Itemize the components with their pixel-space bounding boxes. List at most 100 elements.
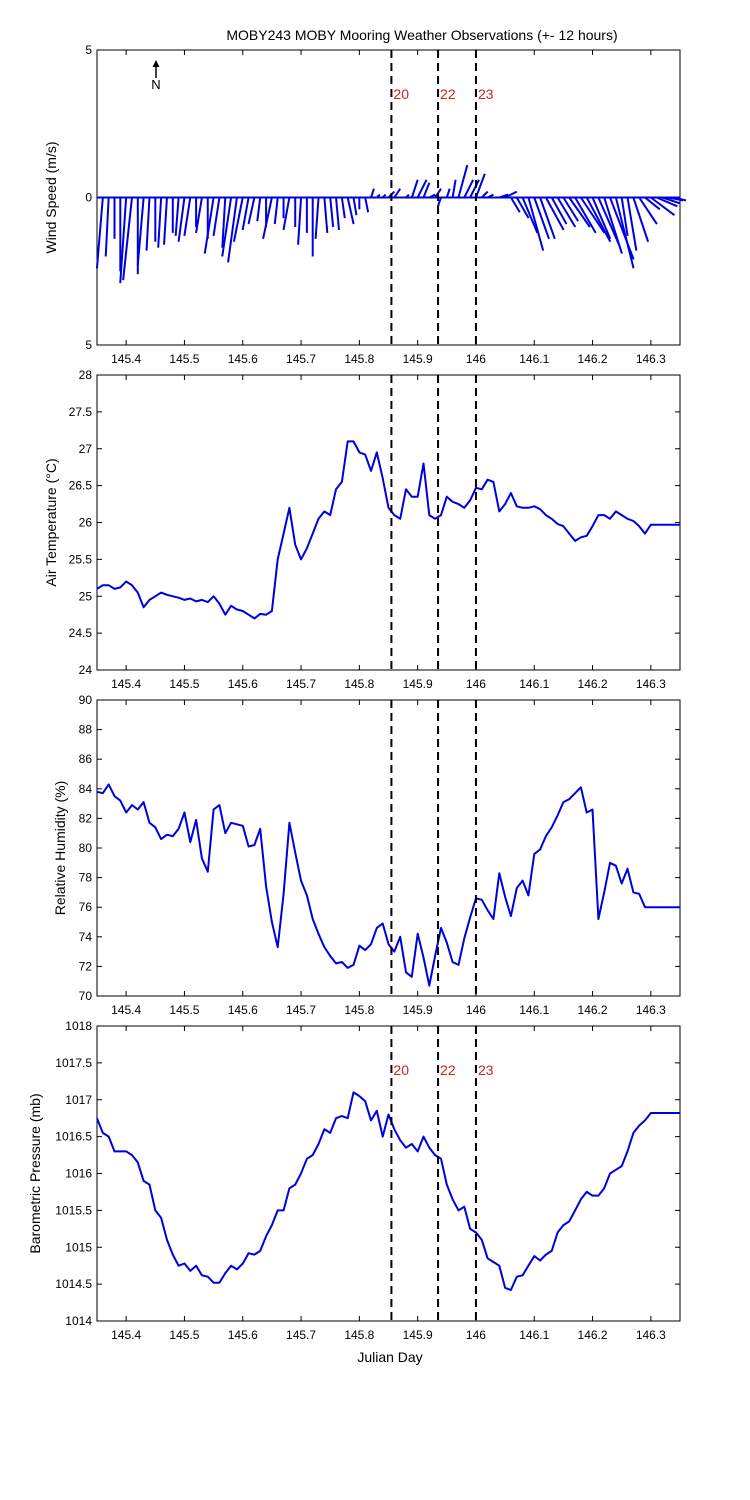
wind-stick [422, 182, 431, 198]
x-tick-label: 145.8 [344, 352, 374, 366]
series-line [96, 783, 680, 987]
north-label: N [151, 77, 160, 92]
wind-stick [335, 197, 340, 231]
event-marker-label: 23 [478, 1062, 494, 1078]
wind-stick [585, 197, 612, 243]
y-tick-label: 24 [79, 663, 93, 677]
wind-stick [650, 196, 676, 216]
x-tick-label: 145.9 [403, 677, 433, 691]
x-tick-label: 146.2 [578, 1328, 608, 1342]
wind-stick [416, 179, 428, 198]
x-tick-label: 146 [466, 677, 486, 691]
y-tick-label: 84 [79, 782, 93, 796]
x-tick-label: 145.5 [169, 677, 199, 691]
wind-stick [550, 197, 568, 225]
wind-stick [539, 197, 556, 240]
x-tick-label: 145.4 [111, 1328, 141, 1342]
wind-stick [323, 197, 329, 233]
wind-stick [221, 197, 227, 248]
panel-1: 5 0 5 145.4 145.5 145.6 145.7 145.8 145.9 146 146.… [43, 43, 687, 366]
wind-stick [174, 197, 180, 236]
x-tick-label: 146.3 [636, 352, 666, 366]
y-tick-label: 1015 [65, 1240, 92, 1254]
wind-stick [393, 188, 402, 199]
wind-stick [437, 197, 442, 207]
event-marker-label: 20 [393, 1062, 409, 1078]
y-tick-label: 5 [85, 338, 92, 352]
wind-stick [463, 179, 475, 198]
wind-stick [451, 179, 457, 198]
wind-stick [521, 197, 539, 234]
y-tick-label: 72 [79, 959, 93, 973]
event-marker-label: 22 [440, 86, 456, 102]
wind-stick [469, 179, 480, 198]
wind-stick [591, 197, 612, 240]
wind-stick [457, 164, 469, 198]
x-tick-label: 146.3 [636, 1328, 666, 1342]
y-tick-label: 25.5 [69, 552, 93, 566]
x-tick-label: 145.8 [344, 1003, 374, 1017]
wind-stick [352, 197, 358, 216]
y-tick-label: 28 [79, 368, 93, 382]
wind-stick [656, 196, 678, 208]
wind-stick [227, 197, 238, 263]
y-tick-label: 0 [85, 191, 92, 205]
wind-stick [122, 197, 133, 281]
x-tick-label: 146 [466, 1003, 486, 1017]
wind-stick [638, 196, 658, 225]
y-tick-label: 26.5 [69, 479, 93, 493]
x-tick-label: 145.5 [169, 1328, 199, 1342]
wind-stick [329, 197, 335, 228]
figure-title: MOBY243 MOBY Mooring Weather Observation… [226, 27, 617, 43]
event-marker-label: 22 [440, 1062, 456, 1078]
plot-frame [96, 1025, 681, 1322]
panel-4: 1014 1014.5 1015 1015.5 1016 1016.5 1017 1017.5… [27, 1019, 681, 1342]
wind-stick [568, 196, 591, 228]
x-tick-label: 146 [466, 1328, 486, 1342]
wind-stick [370, 188, 375, 198]
y-tick-label: 26 [79, 516, 93, 530]
y-tick-label: 24.5 [69, 626, 93, 640]
y-tick-label: 1016 [65, 1167, 92, 1181]
x-tick-label: 145.6 [228, 677, 258, 691]
wind-stick [256, 197, 262, 222]
wind-stick [364, 197, 370, 213]
wind-stick [241, 197, 250, 231]
wind-stick [273, 197, 279, 225]
wind-stick [346, 197, 355, 225]
wind-stick [574, 196, 597, 234]
wind-stick [145, 197, 151, 251]
wind-stick [221, 197, 233, 257]
wind-stick [232, 197, 244, 242]
x-tick-label: 145.4 [111, 677, 141, 691]
wind-stick [95, 197, 104, 269]
y-tick-label: 27.5 [69, 405, 93, 419]
y-axis-label: Air Temperature (°C) [43, 458, 59, 586]
y-tick-label: 80 [79, 841, 93, 855]
x-tick-label: 146.2 [578, 1003, 608, 1017]
y-tick-label: 1016.5 [55, 1130, 92, 1144]
x-tick-label: 145.7 [286, 677, 316, 691]
wind-stick [515, 197, 530, 219]
x-tick-label: 145.4 [111, 1003, 141, 1017]
wind-stick [614, 197, 635, 269]
x-tick-label: 146.3 [636, 677, 666, 691]
y-tick-label: 1018 [65, 1019, 92, 1033]
wind-stick [247, 197, 256, 225]
x-tick-label: 146.3 [636, 1003, 666, 1017]
x-tick-label: 145.5 [169, 1003, 199, 1017]
wind-stick [163, 197, 168, 245]
wind-stick [297, 197, 303, 245]
y-tick-label: 86 [79, 752, 93, 766]
wind-stick [157, 197, 163, 248]
x-tick-label: 146.2 [578, 352, 608, 366]
y-tick-label: 90 [79, 693, 93, 707]
x-tick-label: 146.1 [519, 1003, 549, 1017]
wind-stick [620, 197, 629, 237]
y-tick-label: 1014 [65, 1314, 92, 1328]
wind-stick [410, 179, 419, 198]
x-tick-label: 145.5 [169, 352, 199, 366]
wind-stick [340, 197, 346, 219]
x-tick-label: 145.7 [286, 1003, 316, 1017]
event-marker-label: 23 [478, 86, 494, 102]
